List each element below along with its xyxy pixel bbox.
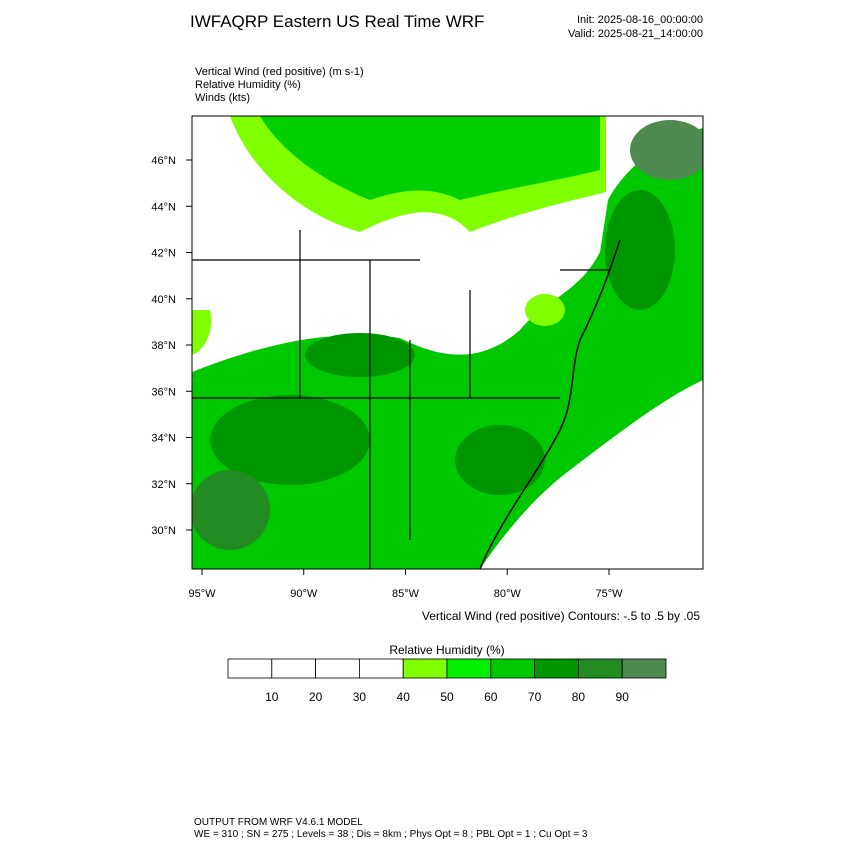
colorbar-label: 40 xyxy=(397,690,411,704)
rh-region xyxy=(525,294,565,326)
lat-label: 46°N xyxy=(151,155,176,167)
map: 46°N 44°N 42°N 40°N 38°N 36°N 34°N 32°N 30°N 95°W… xyxy=(151,115,704,623)
rh-region xyxy=(192,470,270,550)
colorbar-label: 20 xyxy=(309,690,323,704)
colorbar-box xyxy=(358,658,404,679)
lon-label: 80°W xyxy=(494,588,522,600)
rh-region xyxy=(570,380,703,526)
rh-region xyxy=(305,333,415,377)
valid-time: Valid: 2025-08-21_14:00:00 xyxy=(568,28,703,40)
rh-region xyxy=(455,425,545,495)
lat-label: 44°N xyxy=(151,201,176,213)
colorbar-label: 30 xyxy=(353,690,367,704)
map-fill xyxy=(192,116,703,569)
colorbar-box xyxy=(578,658,623,679)
lat-label: 40°N xyxy=(151,294,176,306)
lat-label: 42°N xyxy=(151,248,176,260)
colorbar: 10 20 30 40 50 60 70 80 90 xyxy=(227,658,667,704)
colorbar-label: 50 xyxy=(440,690,454,704)
colorbar-label: 60 xyxy=(484,690,498,704)
title: IWFAQRP Eastern US Real Time WRF xyxy=(190,12,484,31)
colorbar-label: 90 xyxy=(616,690,630,704)
contour-note: Vertical Wind (red positive) Contours: -… xyxy=(422,609,700,623)
lon-label: 75°W xyxy=(595,588,623,600)
field-list: Vertical Wind (red positive) (m s-1)Rela… xyxy=(195,66,364,104)
colorbar-label: 10 xyxy=(265,690,279,704)
lat-label: 38°N xyxy=(151,340,176,352)
colorbar-title: Relative Humidity (%) xyxy=(389,643,504,657)
footer-line: WE = 310 ; SN = 275 ; Levels = 38 ; Dis … xyxy=(194,829,588,840)
colorbar-box xyxy=(490,658,535,679)
field-label: Relative Humidity (%) xyxy=(195,79,301,91)
colorbar-box xyxy=(315,658,360,679)
axes: 46°N 44°N 42°N 40°N 38°N 36°N 34°N 32°N 30°N 95°W… xyxy=(151,155,623,600)
footer-line: OUTPUT FROM WRF V4.6.1 MODEL xyxy=(194,817,363,828)
map-frame xyxy=(191,115,704,570)
colorbar-label: 70 xyxy=(528,690,542,704)
field-label: Vertical Wind (red positive) (m s-1) xyxy=(195,66,364,78)
colorbar-box xyxy=(621,658,667,679)
colorbar-box xyxy=(271,658,316,679)
rh-region xyxy=(192,310,212,355)
colorbar-label: 80 xyxy=(572,690,586,704)
rh-region xyxy=(260,116,600,200)
rh-region xyxy=(605,190,675,310)
colorbar-box xyxy=(534,658,579,679)
colorbar-box xyxy=(446,658,492,679)
init-time: Init: 2025-08-16_00:00:00 xyxy=(577,14,703,26)
lat-label: 34°N xyxy=(151,433,176,445)
lat-label: 32°N xyxy=(151,479,176,491)
colorbar-box xyxy=(402,658,448,679)
colorbar-box xyxy=(227,658,273,679)
lat-label: 30°N xyxy=(151,525,176,537)
rh-region xyxy=(630,120,703,180)
field-label: Winds (kts) xyxy=(195,92,250,104)
lon-label: 95°W xyxy=(188,588,216,600)
lon-label: 85°W xyxy=(392,588,420,600)
boundaries xyxy=(192,230,621,569)
rh-region xyxy=(210,395,370,485)
lat-label: 36°N xyxy=(151,386,176,398)
lon-label: 90°W xyxy=(290,588,318,600)
